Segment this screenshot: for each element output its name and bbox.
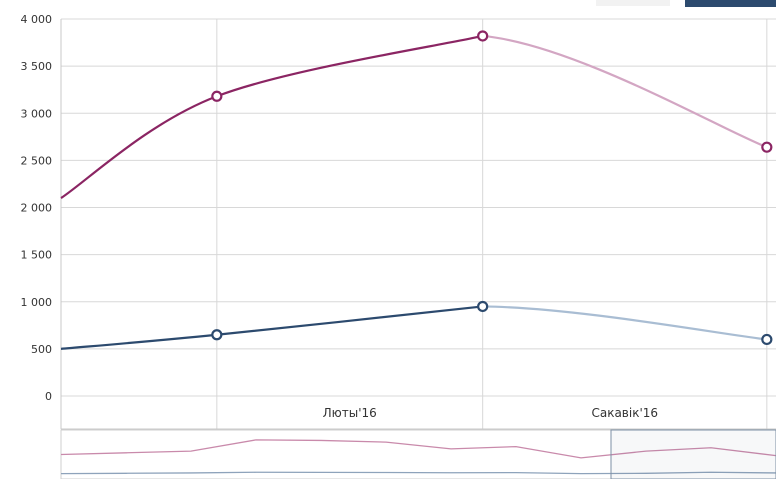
series-point[interactable]: [761, 333, 773, 346]
series-point[interactable]: [477, 300, 489, 313]
y-tick-label: 2 000: [21, 202, 53, 215]
navigator-series-line: [60, 439, 776, 459]
y-tick-label: 2 500: [21, 154, 53, 167]
grid: [61, 18, 776, 429]
navigator-selection[interactable]: [610, 429, 776, 479]
y-tick-label: 3 000: [21, 107, 53, 120]
x-axis: Люты'16 Сакавік'16: [61, 406, 776, 430]
y-tick-label: 1 500: [21, 249, 53, 262]
x-tick-label: Сакавік'16: [591, 406, 658, 420]
y-tick-label: 4 000: [21, 13, 53, 26]
y-tick-label: 1 000: [21, 296, 53, 309]
navigator[interactable]: [60, 429, 776, 479]
series-line: [60, 305, 483, 350]
navigator-frame: [60, 429, 776, 479]
series-point[interactable]: [761, 141, 773, 153]
range-button-active-fragment[interactable]: [685, 0, 776, 7]
series-line-projection: [482, 305, 767, 341]
y-tick-label: 500: [31, 343, 52, 356]
y-tick-label: 3 500: [21, 60, 53, 73]
series-layer: [60, 30, 773, 350]
y-axis: 0 500 1 000 1 500 2 000 2 500 3 000 3 500 4 000: [21, 13, 62, 429]
series-line-projection: [482, 34, 768, 149]
series-point[interactable]: [211, 90, 223, 102]
series-point[interactable]: [477, 30, 489, 42]
navigator-series-line: [60, 471, 776, 475]
series-line: [60, 34, 483, 199]
y-tick-label: 0: [45, 390, 52, 403]
series-point[interactable]: [211, 329, 223, 341]
range-button-fragment[interactable]: [596, 0, 670, 6]
x-tick-label: Люты'16: [323, 406, 377, 420]
